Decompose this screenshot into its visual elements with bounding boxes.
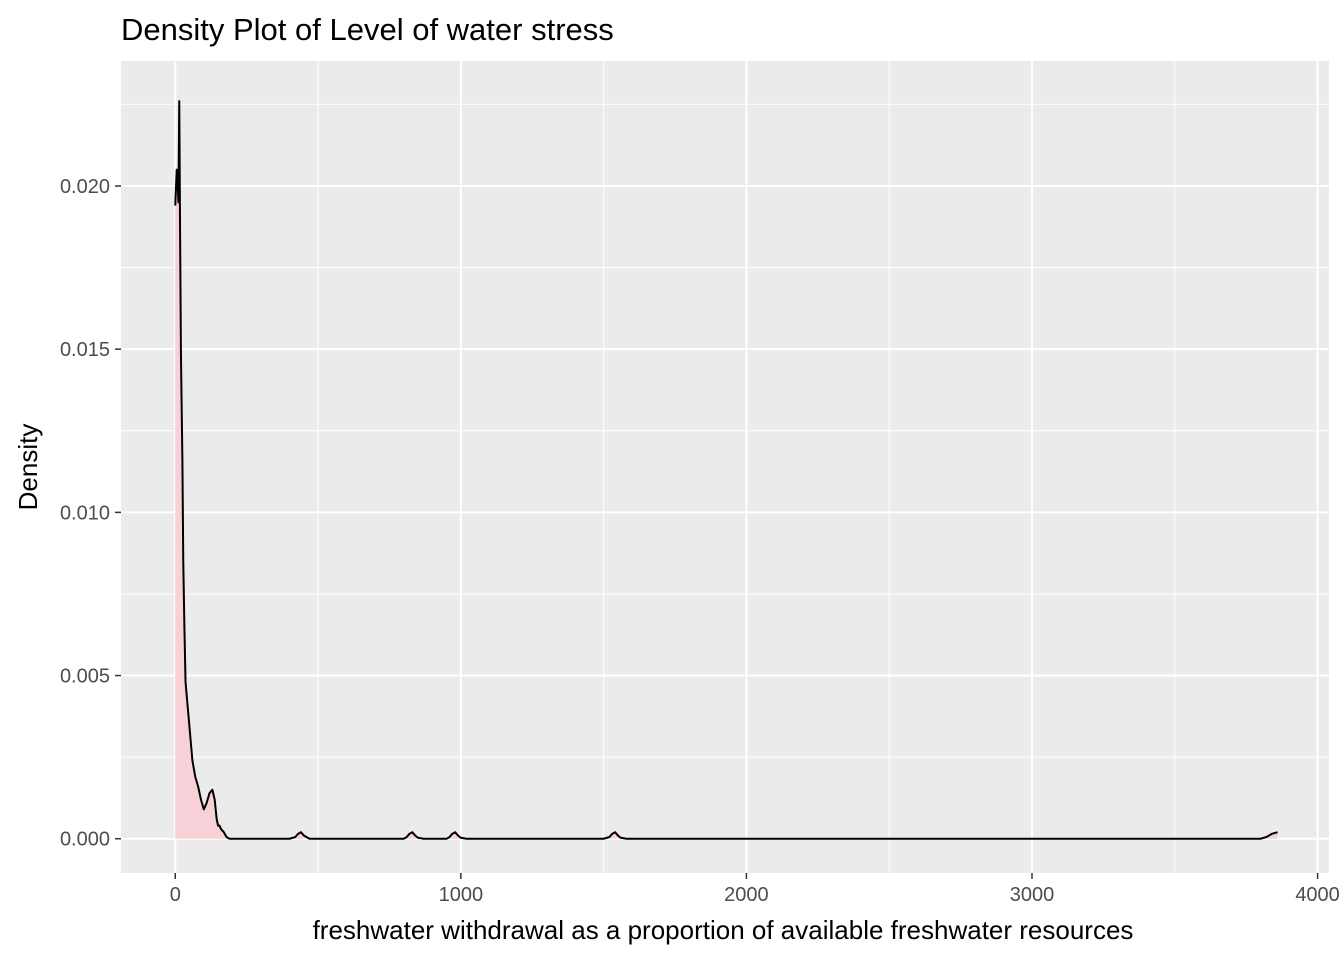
y-tick-label: 0.015: [60, 339, 110, 361]
x-tick-label: 0: [170, 884, 181, 906]
y-tick-label: 0.000: [60, 829, 110, 851]
density-line: [174, 100, 1278, 840]
y-tick-label: 0.005: [60, 666, 110, 688]
y-axis-title: Density: [13, 424, 43, 511]
x-tick-label: 2000: [724, 884, 769, 906]
y-tick-label: 0.020: [60, 176, 110, 198]
x-tick-label: 1000: [439, 884, 484, 906]
major-gridlines: [121, 61, 1329, 873]
x-tick-label: 3000: [1010, 884, 1055, 906]
x-axis-title: freshwater withdrawal as a proportion of…: [313, 915, 1134, 945]
plot-panel: [121, 61, 1329, 873]
chart-title: Density Plot of Level of water stress: [121, 12, 614, 47]
x-tick-label: 4000: [1295, 884, 1340, 906]
y-axis-ticks: 0.000 0.005 0.010 0.015 0.020: [60, 176, 121, 851]
x-axis-ticks: 0 1000 2000 3000 4000: [170, 873, 1340, 906]
y-tick-label: 0.010: [60, 502, 110, 524]
minor-gridlines: [121, 61, 1329, 873]
density-layer: [174, 100, 1278, 840]
